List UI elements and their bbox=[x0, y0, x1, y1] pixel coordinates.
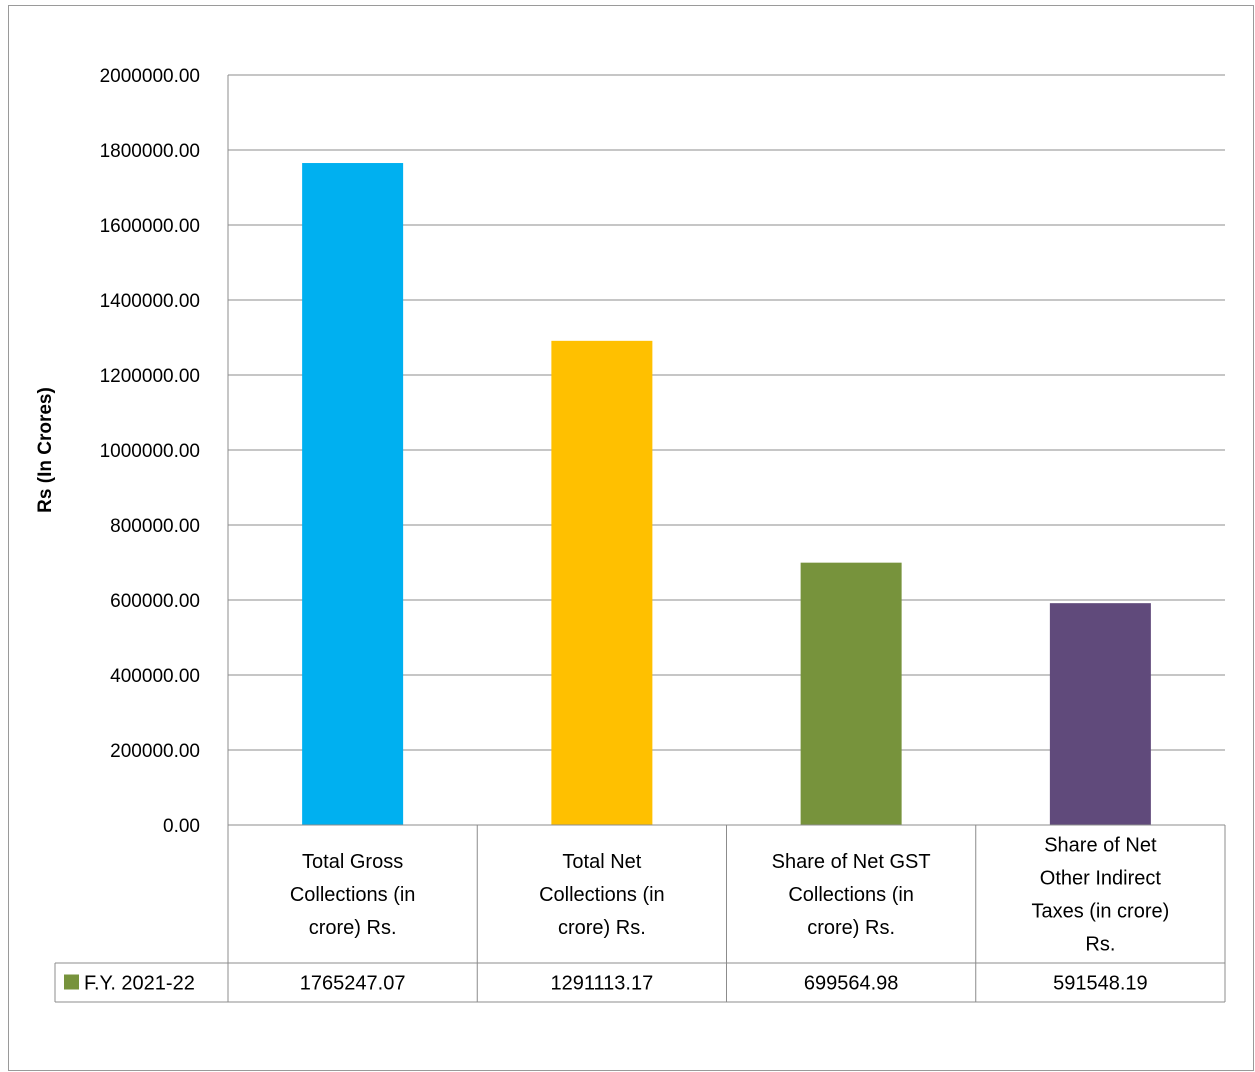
category-label: Share of Net Other Indirect Taxes (in cror… bbox=[1031, 835, 1169, 956]
data-table: Total Gross Collections (in crore) Rs. Tota… bbox=[54, 824, 1226, 1003]
data-table-value: 1291113.17 bbox=[551, 973, 654, 995]
bar bbox=[302, 163, 404, 825]
category-label: Share of Net GST Collections (in crore) Rs… bbox=[772, 851, 931, 939]
bar bbox=[1049, 603, 1151, 825]
y-tick-label: 2000000.00 bbox=[100, 66, 200, 87]
y-tick-label: 600000.00 bbox=[110, 591, 200, 612]
y-tick-label: 1600000.00 bbox=[100, 216, 200, 237]
y-tick-label: 0.00 bbox=[163, 816, 200, 837]
legend-series-name: F.Y. 2021-22 bbox=[84, 973, 195, 995]
bar bbox=[800, 562, 902, 825]
legend-swatch bbox=[64, 974, 79, 990]
data-table-value: 591548.19 bbox=[1053, 973, 1148, 995]
y-axis-label: Rs (In Crores) bbox=[35, 387, 56, 513]
bar bbox=[551, 340, 653, 825]
y-tick-label: 800000.00 bbox=[110, 516, 200, 537]
y-tick-label: 1000000.00 bbox=[100, 441, 200, 462]
y-tick-label: 1400000.00 bbox=[100, 291, 200, 312]
y-tick-label: 1800000.00 bbox=[100, 141, 200, 162]
data-table-value: 1765247.07 bbox=[300, 973, 406, 995]
category-label: Total Net Collections (in crore) Rs. bbox=[539, 851, 665, 939]
y-tick-label: 1200000.00 bbox=[100, 366, 200, 387]
y-tick-label: 200000.00 bbox=[110, 741, 200, 762]
y-tick-label: 400000.00 bbox=[110, 666, 200, 687]
data-table-value: 699564.98 bbox=[804, 973, 899, 995]
y-axis-ticks: 0.00 200000.00 400000.00 600000.00 800000.00… bbox=[100, 66, 200, 837]
category-label: Total Gross Collections (in crore) Rs. bbox=[290, 851, 416, 939]
bars bbox=[302, 163, 1151, 825]
